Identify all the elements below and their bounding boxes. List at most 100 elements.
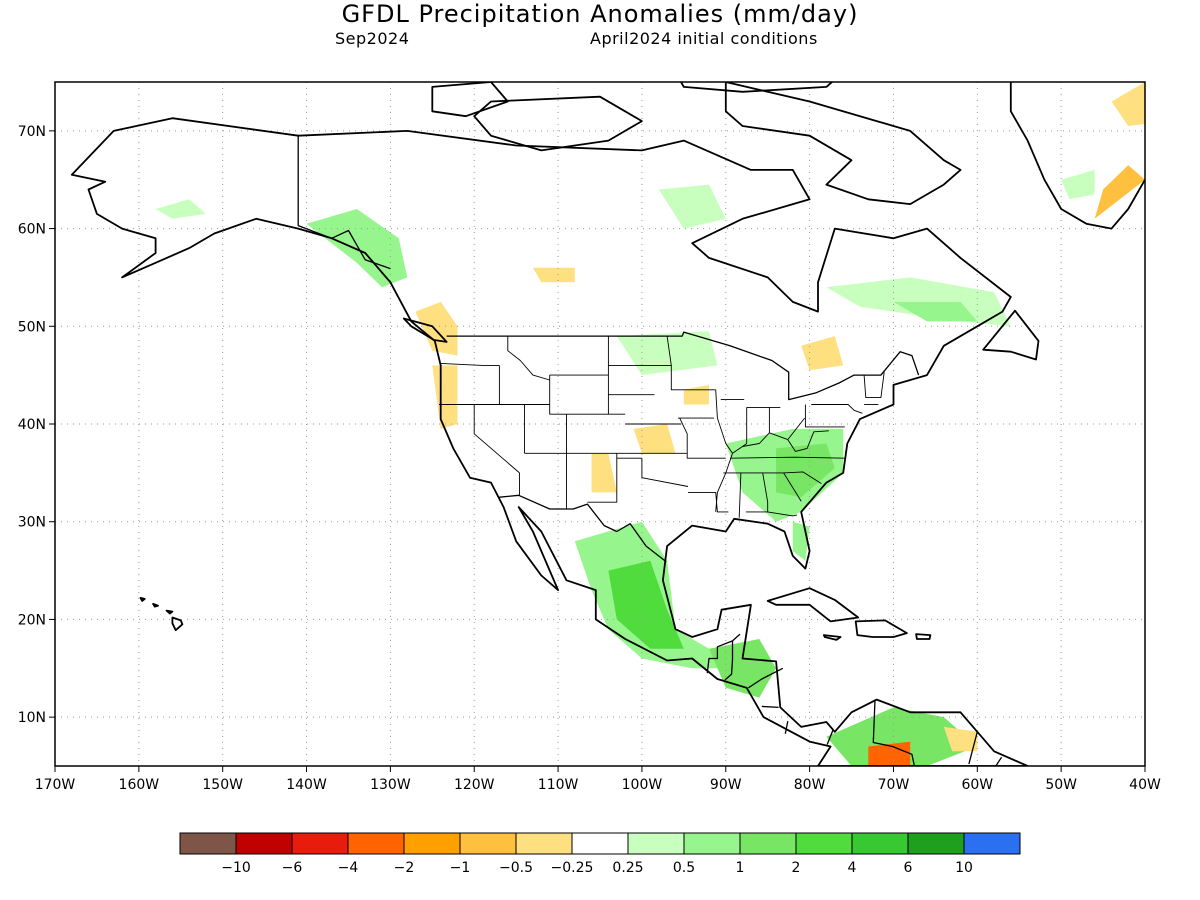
anomaly-colombia-wet <box>826 707 978 766</box>
boundary-state-il-in <box>742 407 748 447</box>
legend-label: −2 <box>394 860 415 876</box>
legend-swatch <box>459 832 517 855</box>
legend-swatch <box>795 832 853 855</box>
boundary-state-tn-ky <box>729 456 845 459</box>
coastline-hawaii-maui <box>165 609 174 615</box>
legend-label: −6 <box>282 860 303 876</box>
legend-swatch <box>907 832 965 855</box>
lon-tick-label: 100W <box>622 777 663 793</box>
lon-tick-label: 130W <box>370 777 411 793</box>
lon-tick-label: 120W <box>454 777 495 793</box>
boundary-state-id-mt <box>507 336 550 381</box>
lat-tick-label: 10N <box>18 710 46 726</box>
coastline-north-america-mainland <box>70 117 1029 766</box>
lon-tick-label: 170W <box>35 777 76 793</box>
legend-swatch <box>403 832 461 855</box>
lat-tick-label: 50N <box>18 319 46 335</box>
coastline-newfoundland <box>982 309 1040 361</box>
boundary-state-pa-ny <box>811 404 863 414</box>
lat-tick-label: 70N <box>18 124 46 140</box>
legend-swatch <box>851 832 909 855</box>
lat-tick-label: 60N <box>18 222 46 238</box>
anomaly-hudson-bay-west-wet <box>658 184 726 229</box>
boundary-state-ga-sc <box>783 472 802 502</box>
lon-tick-label: 60W <box>961 777 993 793</box>
boundary-state-ms-al <box>738 472 742 518</box>
coastline-cuba <box>766 587 860 623</box>
legend-label: −1 <box>450 860 471 876</box>
page-title: GFDL Precipitation Anomalies (mm/day) <box>341 0 859 28</box>
map-frame-background <box>55 82 1145 766</box>
legend-label: 0.25 <box>612 860 643 876</box>
anomaly-southwest-dry <box>591 453 617 493</box>
boundary-state-fl-north <box>745 511 798 517</box>
boundary-state-mason-dixon <box>804 404 845 428</box>
legend-label: −4 <box>338 860 359 876</box>
boundary-nicaragua-costarica-border <box>761 705 779 709</box>
lon-tick-label: 160W <box>119 777 160 793</box>
legend-swatch <box>291 832 349 855</box>
coastline-ellesmere-south <box>679 82 834 93</box>
lat-tick-label: 30N <box>18 515 46 531</box>
legend-label: 1 <box>736 860 745 876</box>
coastline-banks-island <box>431 82 509 118</box>
boundary-colombia-venezuela-border <box>872 699 916 766</box>
lon-tick-label: 40W <box>1129 777 1161 793</box>
legend-swatch <box>179 832 237 855</box>
forecast-month: Sep2024 <box>335 29 410 48</box>
boundary-costarica-panama-border <box>784 720 789 734</box>
boundary-state-ok-tx <box>641 458 689 487</box>
anomaly-saskatchewan-dry <box>532 267 575 283</box>
lon-tick-label: 70W <box>878 777 910 793</box>
anomaly-colombia-dry <box>868 741 911 766</box>
boundary-state-va-wv <box>787 430 829 452</box>
legend-swatch <box>683 832 741 855</box>
boundary-venezuela-guyana-border <box>968 731 978 765</box>
legend-label: 2 <box>792 860 801 876</box>
coastline-victoria-island <box>473 95 643 152</box>
legend-label: 10 <box>955 860 973 876</box>
legend-swatch <box>571 832 629 855</box>
anomaly-mexico-wet-core <box>608 560 684 649</box>
anomaly-greenland-south-dry <box>1094 165 1145 219</box>
coastline-hawaii-big-island <box>171 616 184 632</box>
boundary-us-mexico-border <box>498 494 667 563</box>
anomaly-pacific-northwest-dry <box>432 365 458 429</box>
boundary-us-canada-border <box>446 331 920 401</box>
boundary-alaska-canada-border <box>297 134 391 270</box>
lon-tick-label: 140W <box>286 777 327 793</box>
legend-label: −0.25 <box>551 860 594 876</box>
boundary-guatemala-honduras-border <box>724 659 734 681</box>
legend-label: −0.5 <box>499 860 533 876</box>
coastline-hawaii-kauai <box>139 597 146 602</box>
coastline-layer <box>70 82 1145 766</box>
anomaly-greenland-southwest-wet <box>1061 169 1095 200</box>
legend-label: −10 <box>221 860 251 876</box>
boundary-state-minn-west <box>666 336 716 391</box>
coastline-greenland <box>1009 82 1145 230</box>
boundary-state-mo-west <box>679 417 726 459</box>
legend-swatch <box>515 832 573 855</box>
anomaly-venezuela-dry <box>943 726 978 752</box>
coastline-hawaii-oahu <box>152 602 160 608</box>
legend-swatch <box>627 832 685 855</box>
anomaly-ontario-dry <box>801 336 844 371</box>
anomaly-alaska-southwest-wet <box>155 199 206 219</box>
boundary-state-wa-or <box>440 362 500 366</box>
boundary-mexico-guatemala-border <box>706 633 741 674</box>
boundary-panama-colombia-border <box>826 729 834 745</box>
boundary-state-nm-tx-ok <box>587 453 618 503</box>
lon-tick-label: 50W <box>1045 777 1077 793</box>
lon-tick-label: 90W <box>710 777 742 793</box>
lat-tick-label: 40N <box>18 417 46 433</box>
axis-ticks: 170W 160W 150W 140W 130W 120W 110W 100W 90W 80W 70… <box>18 124 1161 793</box>
coastline-jamaica <box>823 634 842 641</box>
boundary-state-new-england <box>863 372 885 399</box>
boundary-state-al-ga <box>762 472 769 512</box>
coastline-hispaniola <box>854 619 908 638</box>
legend-label: 4 <box>848 860 857 876</box>
boundary-state-ohio-river <box>732 417 805 454</box>
legend-label: 6 <box>904 860 913 876</box>
